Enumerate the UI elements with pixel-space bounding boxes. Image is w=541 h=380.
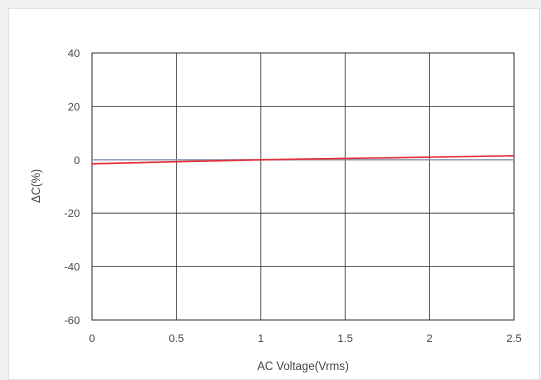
x-tick-label: 1 bbox=[258, 333, 264, 345]
y-tick-label: -60 bbox=[64, 315, 80, 327]
x-tick-label: 2 bbox=[427, 333, 433, 345]
x-tick-label: 2.5 bbox=[506, 333, 521, 345]
x-axis-title: AC Voltage(Vrms) bbox=[257, 361, 349, 373]
x-tick-label: 1.5 bbox=[338, 333, 353, 345]
y-axis-ticks: 40 20 0 -20 -40 -60 bbox=[64, 48, 80, 327]
y-tick-label: 20 bbox=[68, 101, 80, 113]
series-line bbox=[91, 154, 515, 165]
y-tick-label: 40 bbox=[68, 48, 80, 60]
y-tick-label: 0 bbox=[74, 155, 80, 167]
y-tick-label: -40 bbox=[64, 262, 80, 274]
plot-frame bbox=[91, 52, 515, 321]
x-tick-label: 0 bbox=[89, 333, 95, 345]
y-tick-label: -20 bbox=[64, 208, 80, 220]
x-axis-ticks: 0 0.5 1 1.5 2 2.5 bbox=[89, 333, 522, 345]
y-axis-title: ΔC(%) bbox=[31, 169, 43, 203]
x-tick-label: 0.5 bbox=[169, 333, 184, 345]
series-layer bbox=[91, 154, 515, 165]
plot-area bbox=[91, 52, 515, 321]
grid-lines bbox=[91, 52, 515, 321]
